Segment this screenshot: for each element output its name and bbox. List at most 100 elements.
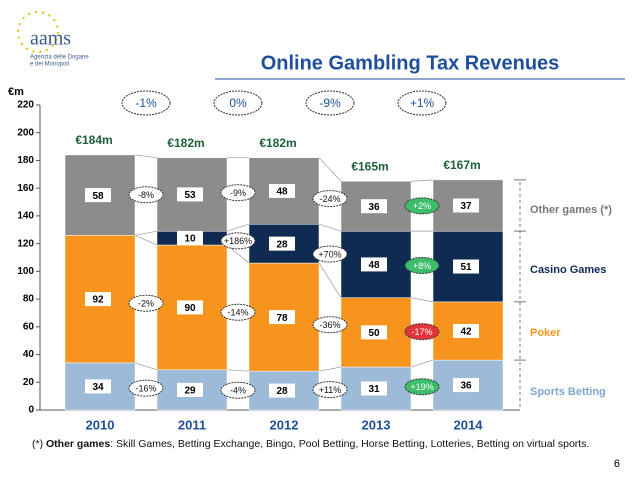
footnote-term: Other games (46, 438, 111, 450)
value-label: 48 (276, 187, 288, 198)
value-label: 92 (92, 295, 104, 306)
value-box (453, 259, 479, 274)
value-label: 78 (276, 313, 288, 324)
total-label: €165m (351, 159, 388, 173)
total-change-oval (305, 90, 355, 116)
x-tick-label: 2010 (86, 417, 115, 432)
value-label: 36 (460, 381, 472, 392)
change-label: -16% (135, 384, 156, 394)
value-label: 34 (92, 382, 104, 393)
connector (134, 234, 158, 246)
y-tick-label: 80 (23, 294, 35, 305)
logo-subtitle: Agenzia delle Dogane (30, 55, 89, 61)
connector (226, 369, 250, 372)
value-box (177, 187, 203, 202)
connector (134, 154, 158, 159)
value-label: 58 (92, 191, 104, 202)
connector (318, 366, 342, 372)
change-oval (404, 323, 440, 341)
value-label: 90 (184, 303, 196, 314)
change-label: -36% (319, 320, 340, 330)
total-change-label: -1% (135, 96, 157, 110)
y-tick-label: 60 (23, 321, 35, 332)
total-change-oval (397, 90, 447, 116)
change-label: +186% (224, 236, 252, 246)
x-tick-label: 2012 (270, 417, 299, 432)
footnote-prefix: (*) (32, 438, 46, 450)
value-label: 37 (460, 201, 472, 212)
change-label: +8% (413, 261, 431, 271)
legend-label: Casino Games (530, 264, 606, 276)
logo-name: aams (30, 28, 71, 50)
value-label: 31 (368, 384, 380, 395)
value-box (453, 323, 479, 338)
value-box (85, 379, 111, 394)
change-label: -14% (227, 308, 248, 318)
value-label: 29 (184, 386, 196, 397)
value-label: 48 (368, 260, 380, 271)
connector (318, 157, 342, 182)
chart-title: Online Gambling Tax Revenues (261, 52, 560, 74)
y-tick-label: 100 (17, 266, 34, 277)
y-tick-label: 20 (23, 377, 35, 388)
change-label: +2% (413, 201, 431, 211)
value-label: 42 (460, 327, 472, 338)
change-label: +70% (318, 249, 341, 259)
connector (410, 297, 434, 303)
change-label: -17% (411, 327, 432, 337)
change-oval (220, 381, 256, 399)
x-tick-label: 2014 (454, 417, 484, 432)
legend-label: Poker (530, 327, 561, 339)
y-tick-label: 160 (17, 183, 34, 194)
connector (318, 223, 342, 232)
value-box (269, 383, 295, 398)
value-box (269, 183, 295, 198)
logo-subtitle: e dei Monopoli (30, 62, 69, 68)
value-label: 53 (184, 190, 196, 201)
y-tick-label: 180 (17, 155, 34, 166)
total-label: €167m (443, 158, 480, 172)
y-tick-label: 140 (17, 211, 34, 222)
change-oval (312, 316, 348, 334)
change-oval (220, 232, 256, 250)
value-box (177, 300, 203, 315)
logo-stars (17, 11, 59, 53)
legend-label: Other games (*) (530, 204, 612, 216)
change-oval (128, 294, 164, 312)
total-label: €184m (75, 133, 112, 147)
legend-label: Sports Betting (530, 386, 606, 398)
value-label: 50 (368, 328, 380, 339)
value-box (361, 325, 387, 340)
change-label: -2% (138, 299, 154, 309)
total-label: €182m (167, 136, 204, 150)
value-box (177, 382, 203, 397)
connector (226, 223, 250, 232)
change-oval (312, 190, 348, 208)
change-oval (312, 245, 348, 263)
value-label: 28 (276, 386, 288, 397)
change-oval (404, 197, 440, 215)
footnote-text: : Skill Games, Betting Exchange, Bingo, … (110, 438, 590, 450)
change-oval (220, 303, 256, 321)
change-oval (404, 378, 440, 396)
change-label: -9% (230, 188, 246, 198)
total-change-oval (121, 90, 171, 116)
change-oval (312, 381, 348, 399)
value-box (361, 199, 387, 214)
value-box (453, 378, 479, 393)
y-axis-label: €m (8, 86, 24, 98)
total-label: €182m (259, 136, 296, 150)
value-box (453, 198, 479, 213)
change-label: -4% (230, 386, 246, 396)
connector (410, 179, 434, 182)
footnote: (*) Other games: Skill Games, Betting Ex… (32, 437, 592, 451)
value-box (85, 188, 111, 203)
total-change-label: -9% (319, 96, 341, 110)
value-box (177, 231, 203, 246)
y-tick-label: 220 (17, 100, 34, 111)
value-box (269, 236, 295, 251)
value-box (85, 292, 111, 307)
connector (410, 359, 434, 368)
y-tick-label: 0 (28, 405, 34, 416)
change-label: -8% (138, 190, 154, 200)
